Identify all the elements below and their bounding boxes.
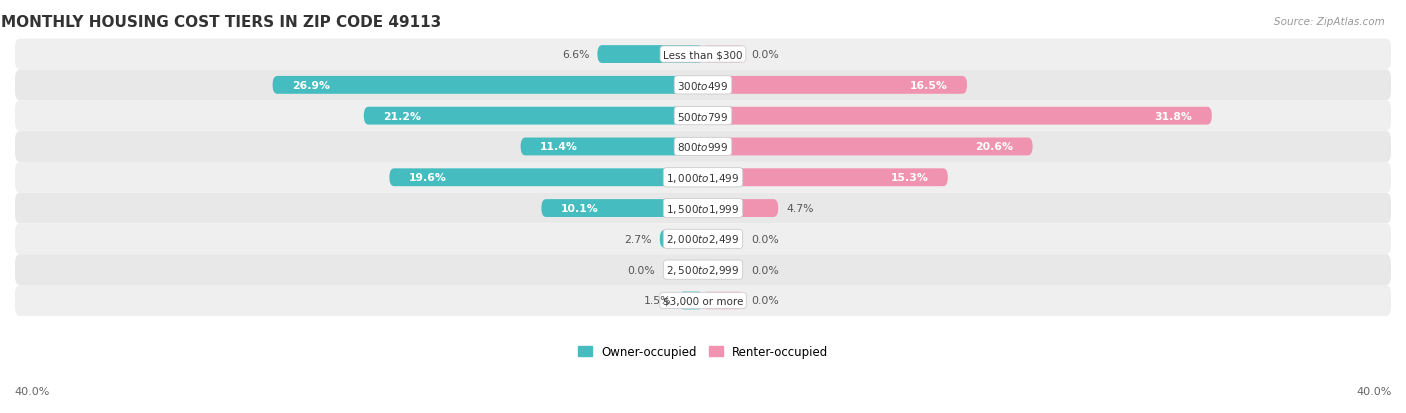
Text: 15.3%: 15.3% [891,173,928,183]
FancyBboxPatch shape [364,107,703,125]
FancyBboxPatch shape [389,169,703,187]
Text: $300 to $499: $300 to $499 [678,80,728,92]
Text: MONTHLY HOUSING COST TIERS IN ZIP CODE 49113: MONTHLY HOUSING COST TIERS IN ZIP CODE 4… [1,15,441,30]
Text: 31.8%: 31.8% [1154,112,1192,121]
Text: 6.6%: 6.6% [562,50,589,60]
Text: 20.6%: 20.6% [976,142,1014,152]
Text: Source: ZipAtlas.com: Source: ZipAtlas.com [1274,17,1385,26]
Text: 0.0%: 0.0% [627,265,655,275]
Text: $3,000 or more: $3,000 or more [662,296,744,306]
FancyBboxPatch shape [703,230,742,248]
FancyBboxPatch shape [15,40,1391,70]
FancyBboxPatch shape [664,261,703,279]
FancyBboxPatch shape [15,224,1391,255]
FancyBboxPatch shape [703,199,778,218]
Text: 26.9%: 26.9% [292,81,330,90]
Text: 0.0%: 0.0% [751,50,779,60]
Text: $1,500 to $1,999: $1,500 to $1,999 [666,202,740,215]
FancyBboxPatch shape [703,46,742,64]
FancyBboxPatch shape [703,169,948,187]
Text: Less than $300: Less than $300 [664,50,742,60]
Text: 0.0%: 0.0% [751,296,779,306]
FancyBboxPatch shape [273,77,703,95]
Text: $800 to $999: $800 to $999 [678,141,728,153]
FancyBboxPatch shape [703,138,1032,156]
FancyBboxPatch shape [520,138,703,156]
FancyBboxPatch shape [15,101,1391,132]
Text: 10.1%: 10.1% [561,204,599,214]
FancyBboxPatch shape [679,292,703,310]
FancyBboxPatch shape [15,193,1391,224]
Legend: Owner-occupied, Renter-occupied: Owner-occupied, Renter-occupied [572,340,834,363]
FancyBboxPatch shape [703,77,967,95]
FancyBboxPatch shape [598,46,703,64]
FancyBboxPatch shape [703,292,742,310]
FancyBboxPatch shape [15,255,1391,285]
Text: 4.7%: 4.7% [786,204,814,214]
Text: 16.5%: 16.5% [910,81,948,90]
FancyBboxPatch shape [15,162,1391,193]
FancyBboxPatch shape [15,285,1391,316]
Text: 11.4%: 11.4% [540,142,578,152]
Text: $1,000 to $1,499: $1,000 to $1,499 [666,171,740,184]
Text: $2,500 to $2,999: $2,500 to $2,999 [666,263,740,276]
FancyBboxPatch shape [703,107,1212,125]
Text: 2.7%: 2.7% [624,234,652,244]
FancyBboxPatch shape [659,230,703,248]
Text: 1.5%: 1.5% [644,296,671,306]
Text: $2,000 to $2,499: $2,000 to $2,499 [666,233,740,246]
FancyBboxPatch shape [15,70,1391,101]
FancyBboxPatch shape [15,132,1391,162]
Text: 40.0%: 40.0% [14,387,49,396]
Text: 0.0%: 0.0% [751,265,779,275]
FancyBboxPatch shape [703,261,742,279]
FancyBboxPatch shape [541,199,703,218]
Text: 0.0%: 0.0% [751,234,779,244]
Text: 21.2%: 21.2% [382,112,420,121]
Text: 19.6%: 19.6% [409,173,447,183]
Text: $500 to $799: $500 to $799 [678,110,728,122]
Text: 40.0%: 40.0% [1357,387,1392,396]
